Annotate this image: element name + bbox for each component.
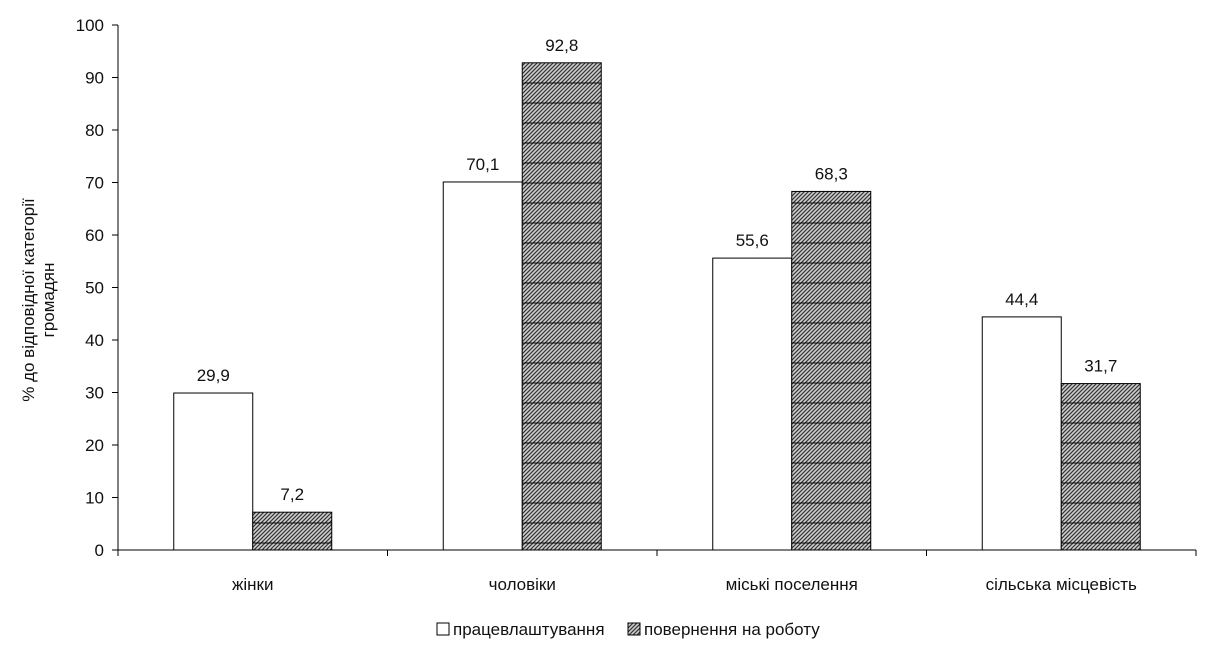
y-axis-title-line-2: громадян: [39, 263, 58, 338]
bar-return-to-work: [521, 62, 602, 551]
y-tick-label: 20: [85, 436, 104, 455]
legend-swatch-return-to-work: [627, 622, 641, 636]
data-label-return-to-work: 92,8: [545, 36, 578, 55]
bar-return-to-work: [1060, 383, 1141, 551]
y-axis-title-line-1: % до відповідної категорії: [19, 198, 38, 402]
legend-swatch-employment: [436, 622, 450, 636]
y-tick-label: 40: [85, 331, 104, 350]
bar-return-to-work: [252, 511, 333, 551]
legend-label-employment: працевлаштування: [453, 620, 605, 639]
x-category-label: сільська місцевість: [986, 575, 1137, 594]
x-category-label: жінки: [232, 575, 273, 594]
data-label-return-to-work: 68,3: [815, 164, 848, 183]
y-tick-label: 80: [85, 121, 104, 140]
y-tick-label: 100: [76, 16, 104, 35]
y-tick-label: 50: [85, 279, 104, 298]
bar-employment: [981, 316, 1062, 551]
y-tick-label: 0: [95, 541, 104, 560]
data-label-employment: 29,9: [197, 366, 230, 385]
data-label-employment: 55,6: [736, 231, 769, 250]
data-label-return-to-work: 31,7: [1084, 357, 1117, 376]
plot-area: 0 10 20 30 40 50 60 70 80 90 100 жінки чоловіки міськ…: [76, 16, 1197, 594]
y-tick-label: 10: [85, 489, 104, 508]
legend: працевлаштування повернення на роботу: [436, 620, 820, 639]
y-axis-title: % до відповідної категорії громадян: [19, 198, 58, 402]
y-tick-label: 70: [85, 174, 104, 193]
bar-employment: [173, 392, 254, 551]
x-category-label: міські поселення: [726, 575, 858, 594]
y-tick-label: 90: [85, 69, 104, 88]
data-label-employment: 70,1: [466, 155, 499, 174]
y-tick-label: 30: [85, 384, 104, 403]
x-category-label: чоловіки: [489, 575, 556, 594]
data-label-return-to-work: 7,2: [280, 485, 304, 504]
bar-return-to-work: [791, 190, 872, 551]
data-label-employment: 44,4: [1005, 290, 1038, 309]
y-tick-label: 60: [85, 226, 104, 245]
bar-employment: [442, 181, 523, 551]
legend-label-return-to-work: повернення на роботу: [644, 620, 820, 639]
bar-employment: [712, 257, 793, 551]
